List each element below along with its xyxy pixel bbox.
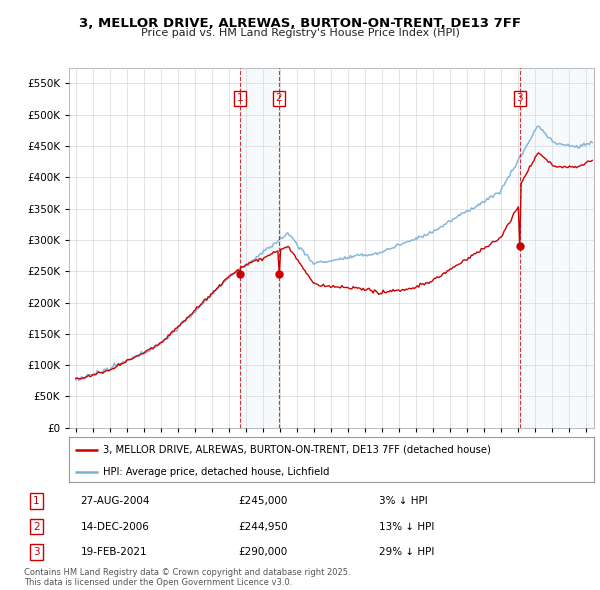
- Bar: [240, 68, 279, 428]
- Text: 3% ↓ HPI: 3% ↓ HPI: [379, 496, 428, 506]
- Text: 2: 2: [33, 522, 40, 532]
- Text: 1: 1: [236, 93, 243, 103]
- Text: £290,000: £290,000: [238, 547, 287, 557]
- Text: 3, MELLOR DRIVE, ALREWAS, BURTON-ON-TRENT, DE13 7FF: 3, MELLOR DRIVE, ALREWAS, BURTON-ON-TREN…: [79, 17, 521, 30]
- Text: 1: 1: [33, 496, 40, 506]
- Text: Price paid vs. HM Land Registry's House Price Index (HPI): Price paid vs. HM Land Registry's House …: [140, 28, 460, 38]
- Text: 13% ↓ HPI: 13% ↓ HPI: [379, 522, 434, 532]
- Text: £244,950: £244,950: [238, 522, 288, 532]
- Text: 2: 2: [275, 93, 282, 103]
- Text: 3: 3: [33, 547, 40, 557]
- Text: 19-FEB-2021: 19-FEB-2021: [80, 547, 147, 557]
- Text: Contains HM Land Registry data © Crown copyright and database right 2025.
This d: Contains HM Land Registry data © Crown c…: [24, 568, 350, 587]
- Text: 27-AUG-2004: 27-AUG-2004: [80, 496, 150, 506]
- Text: 3, MELLOR DRIVE, ALREWAS, BURTON-ON-TRENT, DE13 7FF (detached house): 3, MELLOR DRIVE, ALREWAS, BURTON-ON-TREN…: [103, 445, 491, 455]
- Text: 3: 3: [517, 93, 523, 103]
- Text: 29% ↓ HPI: 29% ↓ HPI: [379, 547, 434, 557]
- Text: 14-DEC-2006: 14-DEC-2006: [80, 522, 149, 532]
- Bar: [520, 68, 594, 428]
- Text: £245,000: £245,000: [238, 496, 287, 506]
- Text: HPI: Average price, detached house, Lichfield: HPI: Average price, detached house, Lich…: [103, 467, 329, 477]
